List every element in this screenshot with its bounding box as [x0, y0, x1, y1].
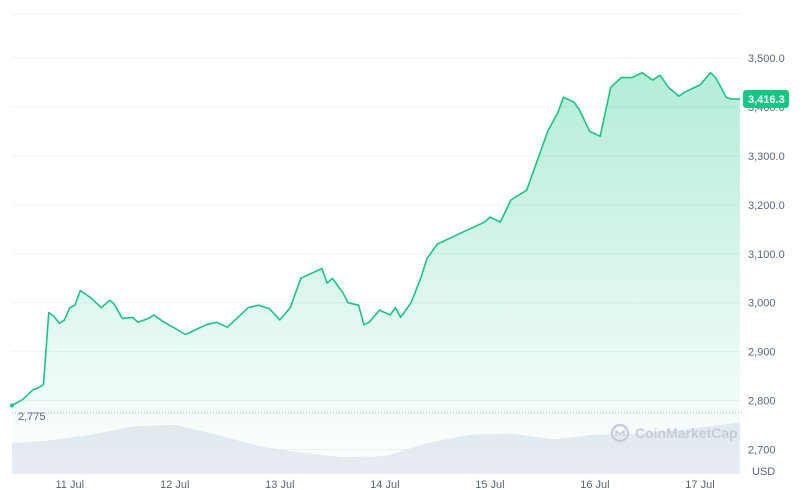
x-tick-label: 16 Jul	[580, 479, 609, 490]
current-price-tag: 3,416.3	[743, 90, 789, 109]
x-tick-label: 15 Jul	[475, 479, 504, 490]
watermark: CoinMarketCap	[610, 423, 738, 443]
y-tick-label: 3,500.0	[748, 53, 785, 65]
x-tick-label: 13 Jul	[265, 479, 294, 490]
y-tick-label: 3,300.0	[748, 151, 785, 163]
y-tick-label: 3,200.0	[748, 200, 785, 212]
y-tick-label: 2,700	[748, 445, 776, 457]
price-area-fill	[12, 72, 740, 474]
x-tick-label: 17 Jul	[685, 479, 714, 490]
coinmarketcap-logo-mark	[615, 429, 625, 436]
start-point	[10, 403, 14, 408]
price-line-path	[11, 71, 740, 407]
y-axis-ticks: 3,500.03,400.03,300.03,200.03,100.03,000…	[748, 53, 785, 456]
price-area-shape	[12, 72, 740, 474]
currency-label: USD	[752, 466, 775, 478]
y-tick-label: 2,900	[748, 347, 776, 359]
x-tick-label: 12 Jul	[160, 479, 189, 490]
watermark-text: CoinMarketCap	[635, 425, 738, 441]
x-axis-ticks: 11 Jul 12 Jul 13 Jul 14 Jul 15 Jul 16 Jul 17 J…	[55, 479, 714, 490]
y-tick-label: 3,100.0	[748, 249, 785, 261]
current-price-label: 3,416.3	[748, 94, 785, 106]
start-price-reference: 2,775	[10, 403, 742, 423]
start-price-label: 2,775	[18, 411, 46, 423]
current-price-tag-bg	[743, 90, 789, 109]
x-tick-label: 11 Jul	[55, 479, 84, 490]
x-tick-label: 14 Jul	[370, 479, 399, 490]
price-line	[11, 71, 740, 407]
y-tick-label: 3,000	[748, 298, 776, 310]
y-tick-label: 2,800	[748, 396, 776, 408]
coinmarketcap-logo-icon	[610, 423, 630, 443]
